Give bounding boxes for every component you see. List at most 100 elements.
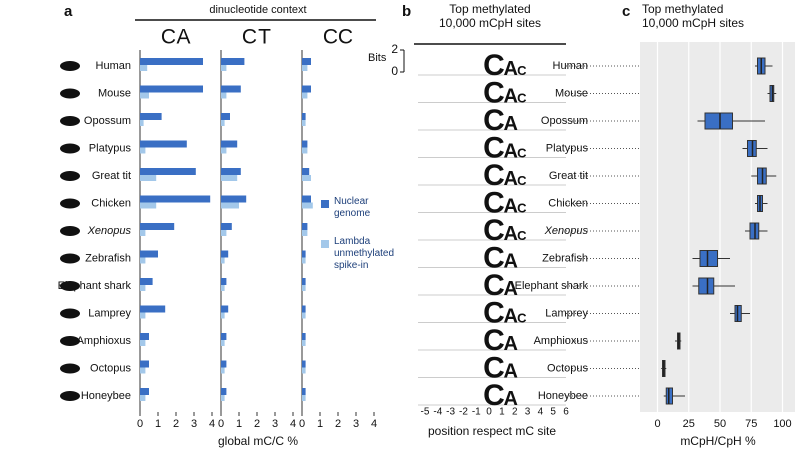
bar (140, 140, 187, 148)
bar (302, 168, 310, 175)
silhouette (60, 88, 80, 99)
logo-letter: C (483, 352, 505, 385)
silhouette (60, 226, 80, 236)
facet-label: C (338, 26, 353, 49)
x-tick-label: 1 (499, 407, 505, 418)
silhouette (60, 281, 80, 291)
bar (302, 92, 308, 99)
logo-letter: C (517, 63, 527, 78)
logo-letter: C (483, 297, 505, 330)
logo-letter: C (483, 104, 505, 137)
panel-label: b (402, 3, 411, 20)
x-tick-label: 25 (683, 418, 695, 430)
bar (221, 223, 232, 230)
bar (302, 278, 306, 285)
logo-letter: C (483, 187, 505, 220)
category-label: Chicken (548, 197, 588, 209)
panel-label: a (64, 3, 73, 20)
logo-letter: A (503, 168, 517, 190)
bar (302, 147, 308, 154)
x-tick-label: 6 (563, 407, 569, 418)
x-tick-label: 0 (299, 418, 305, 430)
bar (302, 333, 306, 340)
logo-letter: C (517, 228, 527, 243)
category-label: Zebrafish (542, 252, 588, 264)
x-tick-label: 1 (155, 418, 161, 430)
x-axis-label: position respect mC site (428, 424, 556, 438)
silhouette (60, 171, 80, 181)
bar (302, 250, 306, 258)
panel-label: c (622, 3, 630, 20)
x-tick-label: 3 (191, 418, 197, 430)
category-label: Mouse (98, 87, 131, 99)
bar (140, 250, 158, 258)
category-label: Chicken (91, 197, 131, 209)
logo-letter: A (503, 141, 517, 163)
x-axis-label: global mC/C % (218, 434, 298, 448)
facet-label: C (161, 26, 176, 49)
x-tick-label: 4 (538, 407, 544, 418)
logo-letter: C (483, 214, 505, 247)
category-label: Platypus (546, 142, 589, 154)
bar (302, 65, 308, 71)
y-axis-label: Bits (368, 52, 387, 64)
silhouette (60, 391, 80, 401)
silhouette (60, 116, 80, 126)
logo-letter: A (503, 388, 517, 410)
category-label: Opossum (541, 115, 588, 127)
x-tick-label: 1 (317, 418, 323, 430)
bar (140, 168, 196, 175)
x-tick-label: -2 (459, 407, 468, 418)
bar (302, 202, 313, 209)
category-label: Zebrafish (85, 252, 131, 264)
bar (221, 140, 238, 148)
facet-label: T (258, 26, 271, 49)
bar (221, 285, 225, 291)
logo-letter: C (517, 173, 527, 188)
bar (140, 257, 146, 264)
bar (302, 340, 306, 346)
logo-letter: A (503, 333, 517, 355)
category-label: Octopus (90, 362, 131, 374)
logo-letter: A (503, 251, 517, 273)
box (699, 250, 718, 267)
bar (221, 195, 247, 203)
x-tick-label: 0 (654, 418, 660, 430)
x-tick-label: 0 (218, 418, 224, 430)
category-label: Platypus (89, 142, 132, 154)
x-tick-label: 100 (773, 418, 791, 430)
bar (221, 147, 227, 154)
legend-label: Nuclear genome (334, 196, 371, 219)
logo-letter: C (483, 379, 505, 412)
bar (221, 58, 245, 65)
silhouette (60, 143, 80, 154)
x-tick-label: -5 (421, 407, 430, 418)
x-tick-label: 2 (335, 418, 341, 430)
bar (302, 175, 311, 181)
bar (140, 285, 146, 291)
chart-title: dinucleotide context (209, 4, 306, 16)
logo-letter: C (483, 269, 505, 302)
facet-label: C (242, 26, 257, 49)
bar (302, 285, 306, 291)
bar (221, 202, 239, 209)
logo-letter: C (483, 159, 505, 192)
bar (221, 120, 225, 126)
category-label: Amphioxus (534, 335, 589, 347)
category-label: Honeybee (538, 390, 588, 402)
x-tick-label: 2 (173, 418, 179, 430)
bar (140, 305, 166, 313)
bar (221, 257, 225, 264)
x-tick-label: 75 (745, 418, 757, 430)
bar (140, 113, 162, 120)
chart-title: 10,000 mCpH sites (642, 16, 744, 30)
logo-letter: A (503, 306, 517, 328)
bar (140, 175, 157, 181)
bar (221, 367, 225, 374)
category-label: Honeybee (81, 390, 131, 402)
logo-letter: C (483, 242, 505, 275)
bar (221, 92, 227, 99)
bar (302, 360, 306, 368)
bar (302, 367, 306, 374)
